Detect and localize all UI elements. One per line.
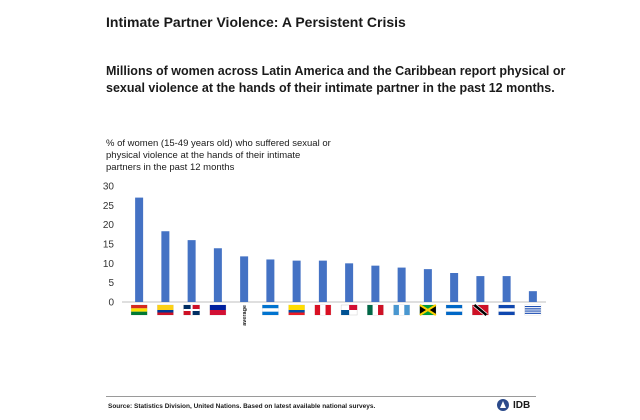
bar-13 [450,273,459,302]
chart-subtitle: Millions of women across Latin America a… [106,64,566,95]
bars [135,197,537,302]
bar-2 [161,231,170,302]
y-tick-label: 0 [108,298,114,309]
flag-nicaragua-icon [445,304,463,316]
bar-16 [528,291,537,302]
idb-logo-text: IDB [513,399,531,411]
y-tick-label: 5 [108,278,114,289]
flag-panama-icon [340,304,358,316]
bar-chart: 0 5 10 15 20 25 30 LAC average [103,182,546,326]
flag-bolivia-icon [130,304,148,316]
footer-divider [106,396,536,397]
flag-haiti-icon [209,304,227,316]
y-axis-ticks: 0 5 10 15 20 25 30 [103,182,115,309]
bar-14 [476,276,485,302]
bar-15 [502,276,511,302]
bar-10 [371,265,380,302]
category-label: LAC average [242,305,248,326]
flag-ecuador-icon [288,304,305,316]
bar-6 [266,259,275,302]
bar-7 [292,260,301,302]
y-tick-label: 15 [103,240,115,251]
bar-9 [345,263,354,302]
bar-5 [240,256,249,302]
flag-el-salvador-icon [498,304,515,316]
bar-12 [423,269,432,302]
bar-3 [187,240,196,302]
y-axis-label: % of women (15-49 years old) who suffere… [106,138,331,173]
idb-logo-icon [497,399,509,411]
y-tick-label: 20 [103,220,115,231]
flag-mexico-icon [367,304,384,316]
y-tick-label: 10 [103,259,115,270]
flag-uruguay-icon [524,304,542,316]
bar-1 [135,197,144,302]
flag-jamaica-icon [419,304,437,316]
bar-11 [397,267,406,302]
flag-trinidad-and-tobago-icon [472,303,489,317]
flag-peru-icon [314,304,332,316]
flag-guatemala-icon [393,304,410,316]
bar-4 [213,248,222,302]
category-labels: LAC average [130,303,542,326]
y-tick-label: 25 [103,201,115,212]
source-note: Source: Statistics Division, United Nati… [108,403,376,410]
bar-8 [318,260,327,302]
flag-colombia-icon [157,304,174,316]
chart-title: Intimate Partner Violence: A Persistent … [106,14,406,30]
flag-honduras-icon [262,304,279,316]
flag-dominican-republic-icon [183,304,200,316]
idb-logo: IDB [496,398,530,412]
y-tick-label: 30 [103,182,115,193]
